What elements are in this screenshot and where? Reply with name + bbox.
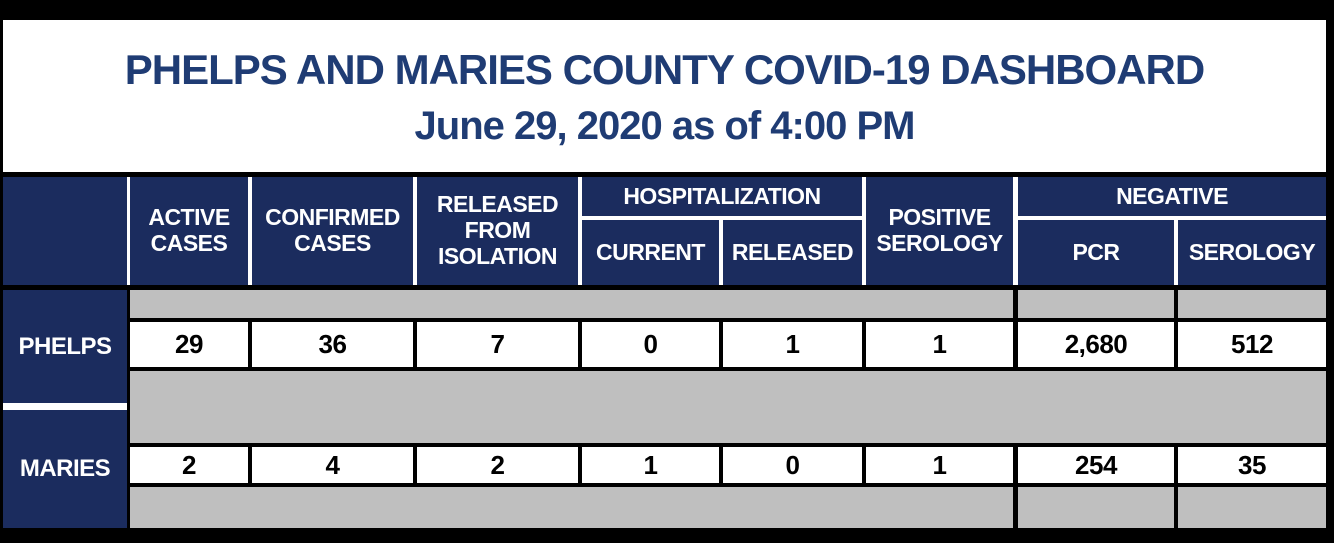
row-label-phelps: PHELPS: [3, 290, 127, 403]
phelps-negative-pcr: 2,680: [1018, 322, 1174, 367]
header-corner-cell: [3, 177, 127, 285]
maries-negative-pcr: 254: [1018, 447, 1174, 483]
filler-strip: [130, 487, 1013, 528]
maries-negative-serology: 35: [1178, 447, 1326, 483]
row-label-divider: [3, 403, 127, 410]
header-negative-serology: SEROLOGY: [1178, 220, 1326, 285]
phelps-active-cases: 29: [130, 322, 248, 367]
phelps-negative-serology: 512: [1178, 322, 1326, 367]
filler-strip: [1018, 487, 1174, 528]
phelps-released-from-isolation: 7: [417, 322, 578, 367]
header-hospitalization-released: RELEASED: [723, 220, 862, 285]
maries-confirmed-cases: 4: [252, 447, 413, 483]
maries-active-cases: 2: [130, 447, 248, 483]
filler-strip: [130, 290, 1013, 318]
page-title: PHELPS AND MARIES COUNTY COVID-19 DASHBO…: [124, 46, 1205, 93]
header-negative-group: NEGATIVE: [1018, 177, 1326, 216]
header-positive-serology: POSITIVE SEROLOGY: [866, 177, 1013, 285]
maries-hospitalization-released: 0: [723, 447, 862, 483]
phelps-hospitalization-released: 1: [723, 322, 862, 367]
header-hospitalization-group: HOSPITALIZATION: [582, 177, 862, 216]
header-hospitalization-current: CURRENT: [582, 220, 719, 285]
page-subtitle-date: June 29, 2020 as of 4:00 PM: [414, 104, 916, 148]
header-confirmed-cases: CONFIRMED CASES: [252, 177, 413, 285]
row-label-maries: MARIES: [3, 410, 127, 528]
phelps-positive-serology: 1: [866, 322, 1013, 367]
filler-strip: [1018, 290, 1174, 318]
header-negative-pcr: PCR: [1018, 220, 1174, 285]
phelps-confirmed-cases: 36: [252, 322, 413, 367]
maries-released-from-isolation: 2: [417, 447, 578, 483]
filler-strip: [130, 371, 1326, 443]
phelps-hospitalization-current: 0: [582, 322, 719, 367]
maries-hospitalization-current: 1: [582, 447, 719, 483]
filler-strip: [1178, 290, 1326, 318]
header-released-from-isolation: RELEASED FROM ISOLATION: [417, 177, 578, 285]
filler-strip: [1178, 487, 1326, 528]
header-active-cases: ACTIVE CASES: [130, 177, 248, 285]
maries-positive-serology: 1: [866, 447, 1013, 483]
